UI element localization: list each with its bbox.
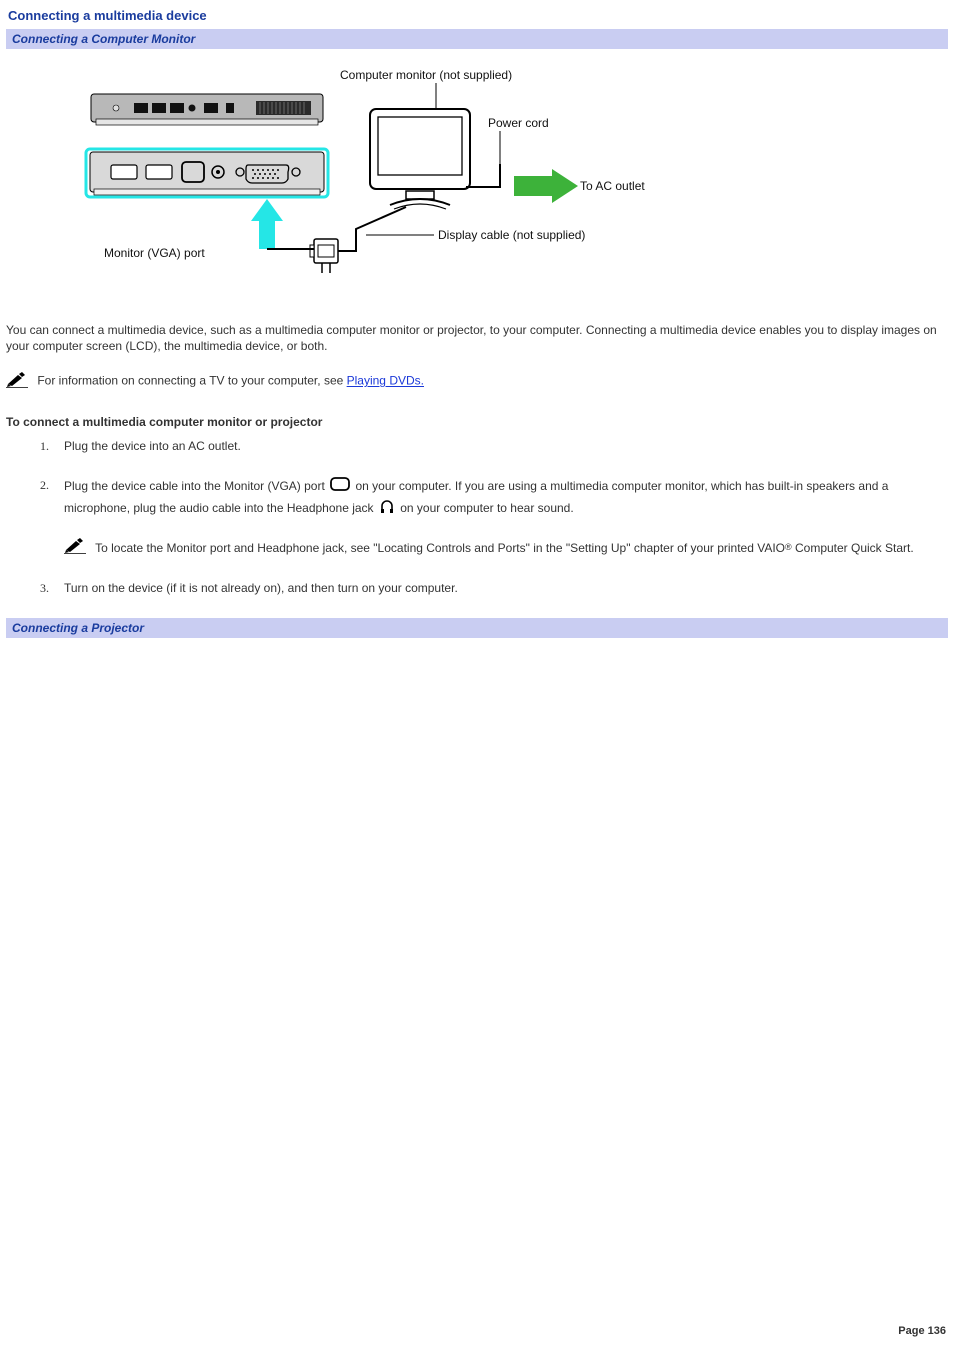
vga-port-icon	[330, 476, 350, 498]
registered-mark: ®	[785, 542, 792, 552]
tv-note: For information on connecting a TV to yo…	[6, 372, 948, 391]
note-icon	[64, 538, 86, 560]
page-number: Page 136	[898, 1325, 946, 1337]
section-header-monitor: Connecting a Computer Monitor	[6, 29, 948, 49]
diagram-label-ac: To AC outlet	[580, 179, 645, 193]
diagram-label-display-cable: Display cable (not supplied)	[438, 228, 585, 242]
step-3: Turn on the device (if it is not already…	[40, 579, 948, 598]
intro-paragraph: You can connect a multimedia device, suc…	[6, 322, 948, 354]
diagram-label-vga-port: Monitor (VGA) port	[104, 246, 205, 260]
diagram-label-power-cord: Power cord	[488, 116, 549, 130]
diagram-label-monitor: Computer monitor (not supplied)	[340, 68, 512, 82]
procedure-heading: To connect a multimedia computer monitor…	[6, 415, 948, 429]
playing-dvds-link[interactable]: Playing DVDs.	[347, 374, 424, 388]
headphone-icon	[379, 498, 395, 520]
step-2-note-b: Computer Quick Start.	[792, 541, 914, 555]
tv-note-text: For information on connecting a TV to yo…	[37, 374, 346, 388]
step-1-text: Plug the device into an AC outlet.	[64, 439, 241, 453]
note-icon	[6, 372, 28, 391]
page-title: Connecting a multimedia device	[8, 8, 948, 23]
step-2: Plug the device cable into the Monitor (…	[40, 476, 948, 559]
step-2-text-a: Plug the device cable into the Monitor (…	[64, 479, 328, 493]
steps-list: Plug the device into an AC outlet. Plug …	[40, 437, 948, 598]
step-2-note-a: To locate the Monitor port and Headphone…	[95, 541, 785, 555]
step-3-text: Turn on the device (if it is not already…	[64, 581, 458, 595]
section-header-projector: Connecting a Projector	[6, 618, 948, 638]
step-1: Plug the device into an AC outlet.	[40, 437, 948, 456]
step-2-text-c: on your computer to hear sound.	[400, 501, 573, 515]
connection-diagram: Computer monitor (not supplied) Power co…	[56, 59, 948, 302]
